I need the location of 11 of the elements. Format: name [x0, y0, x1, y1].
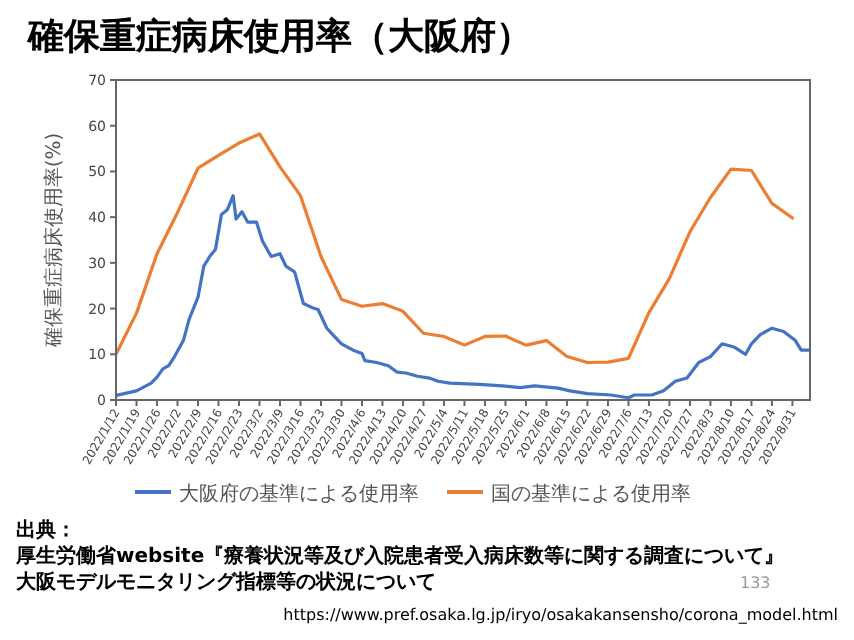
source-note: 出典：	[16, 518, 76, 542]
legend-label: 大阪府の基準による使用率	[179, 482, 419, 506]
chart-title: 確保重症病床使用率（大阪府）	[26, 16, 532, 58]
y-axis-title: 確保重症病床使用率(%)	[42, 132, 66, 350]
line-series	[116, 132, 795, 365]
text: 大阪モデルモニタリング指標等の状況について	[14, 570, 436, 594]
legend-label: 国の基準による使用率	[491, 482, 691, 506]
text: 厚生労働省website『療養状況等及び入院患者受入病床数等に関する調査について』	[14, 544, 785, 568]
text: 133	[740, 574, 771, 592]
line-series	[116, 194, 810, 400]
text: https://www.pref.osaka.lg.jp/iryo/osakakansensho/corona_model.html	[283, 606, 838, 624]
